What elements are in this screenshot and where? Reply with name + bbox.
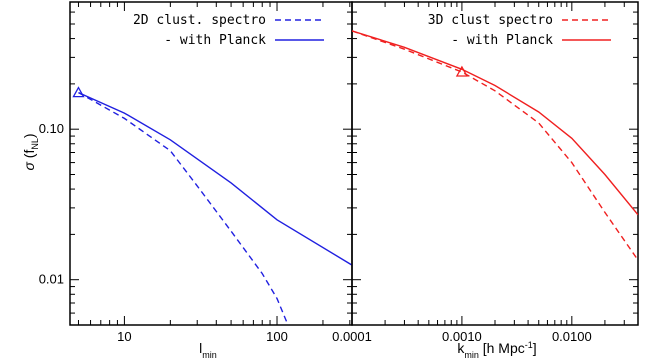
left-xtick-label: 100 <box>266 329 288 344</box>
left-series-dashed <box>78 91 289 325</box>
left-triangle-marker <box>72 86 85 98</box>
right-xtick-label: 0.0010 <box>442 329 482 344</box>
right-series-dashed <box>352 30 638 261</box>
right-legend-label: - with Planck <box>451 33 553 48</box>
right-xtick-label: 0.0001 <box>332 329 372 344</box>
right-series-solid <box>352 30 638 216</box>
left-legend-label: - with Planck <box>164 33 266 48</box>
ylabel: σ (fNL) <box>21 133 40 170</box>
left-xtick-label: 10 <box>117 329 131 344</box>
xlabel-left: lmin <box>199 340 217 360</box>
xlabel-right: kmin [h Mpc-1] <box>457 340 536 360</box>
left-panel-frame <box>69 1 353 326</box>
right-triangle-marker <box>455 65 469 77</box>
left-legend-label: 2D clust. spectro <box>133 13 266 28</box>
left-ytick-label: 0.10 <box>39 121 64 136</box>
left-ytick-label: 0.01 <box>39 272 64 287</box>
right-xtick-label: 0.0100 <box>552 329 592 344</box>
left-series-solid <box>78 91 352 266</box>
right-legend-label: 3D clust spectro <box>428 13 553 28</box>
